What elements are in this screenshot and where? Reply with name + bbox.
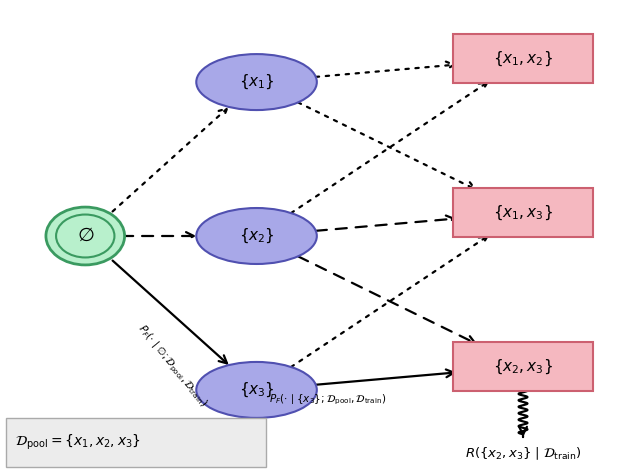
Ellipse shape [196,208,317,264]
FancyBboxPatch shape [453,342,593,391]
Text: $\mathcal{D}_{\mathrm{pool}} = \{x_1, x_2, x_3\}$: $\mathcal{D}_{\mathrm{pool}} = \{x_1, x_… [15,433,141,452]
FancyBboxPatch shape [453,34,593,83]
Text: $R(\{x_2, x_3\} \mid \mathcal{D}_{\mathrm{train}})$: $R(\{x_2, x_3\} \mid \mathcal{D}_{\mathr… [465,446,581,463]
FancyBboxPatch shape [453,188,593,237]
Ellipse shape [196,362,317,418]
Circle shape [46,207,125,265]
Text: $\{x_1, x_2\}$: $\{x_1, x_2\}$ [493,50,553,68]
Text: $\{x_2\}$: $\{x_2\}$ [239,227,275,245]
Text: $\{x_1\}$: $\{x_1\}$ [239,73,275,91]
FancyBboxPatch shape [6,418,266,467]
Text: $\emptyset$: $\emptyset$ [77,227,94,245]
Text: $\{x_2, x_3\}$: $\{x_2, x_3\}$ [493,357,553,376]
Text: $\{x_1, x_3\}$: $\{x_1, x_3\}$ [493,203,553,222]
Text: $P_F(\cdot\mid\{x_3\};\mathcal{D}_{\mathrm{pool}},\mathcal{D}_{\mathrm{train}})$: $P_F(\cdot\mid\{x_3\};\mathcal{D}_{\math… [269,392,387,407]
Text: $P_F(\cdot\mid\emptyset;\mathcal{D}_{\mathrm{pool}},\mathcal{D}_{\mathrm{train}}: $P_F(\cdot\mid\emptyset;\mathcal{D}_{\ma… [134,322,210,411]
Text: $\{x_3\}$: $\{x_3\}$ [239,381,275,399]
Ellipse shape [196,54,317,110]
